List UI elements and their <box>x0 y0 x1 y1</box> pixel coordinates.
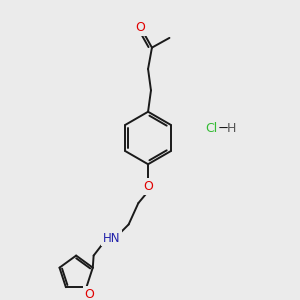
Text: Cl: Cl <box>205 122 217 135</box>
Text: −: − <box>217 122 228 135</box>
Text: O: O <box>84 287 94 300</box>
Text: O: O <box>143 180 153 193</box>
Text: H: H <box>227 122 236 135</box>
Text: HN: HN <box>102 232 120 244</box>
Text: O: O <box>135 21 145 34</box>
